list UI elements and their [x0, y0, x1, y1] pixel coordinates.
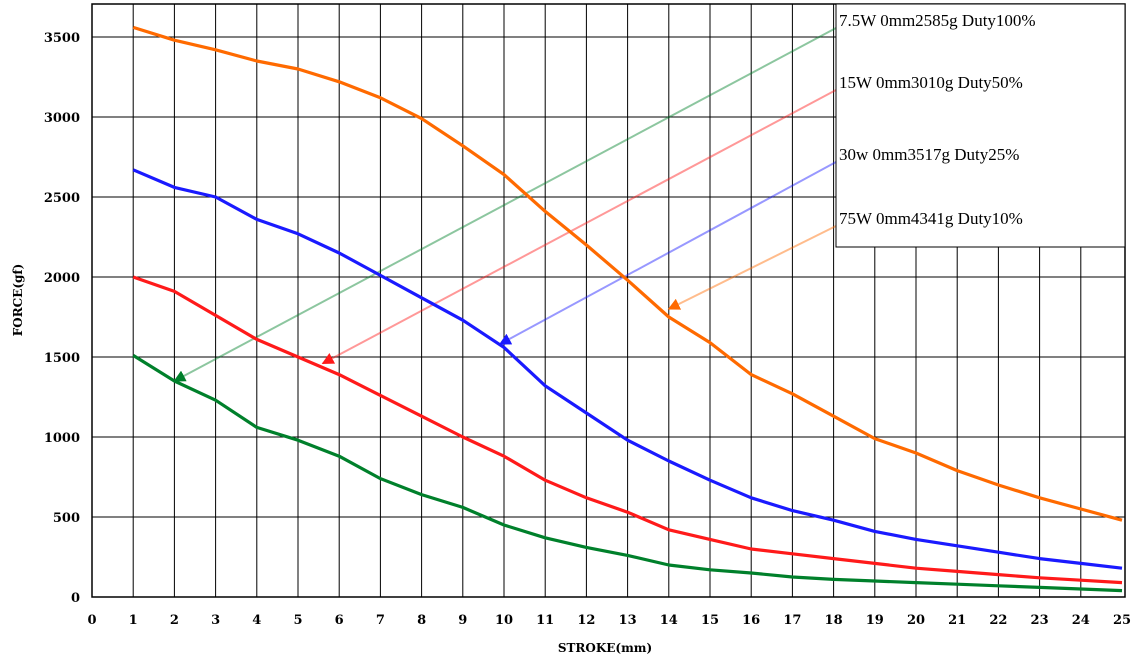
legend-label: 15W 0mm3010g Duty50% — [839, 73, 1023, 92]
x-tick-label: 7 — [376, 613, 385, 628]
legend-label: 30w 0mm3517g Duty25% — [839, 145, 1019, 164]
x-tick-label: 0 — [87, 613, 96, 628]
x-tick-label: 1 — [129, 613, 138, 628]
x-tick-label: 25 — [1113, 613, 1131, 628]
legend-arrow — [321, 89, 837, 365]
y-tick-label: 3000 — [44, 111, 80, 126]
y-axis-ticks: 0 500 1000 1500 2000 2500 3000 3500 — [44, 31, 80, 606]
data-lines — [132, 25, 1123, 593]
plot-frame — [91, 3, 1126, 598]
legend: 7.5W 0mm2585g Duty100% 15W 0mm3010g Duty5… — [835, 3, 1126, 248]
y-tick-label: 3500 — [44, 31, 80, 46]
legend-box — [835, 3, 1126, 248]
y-tick-label: 1500 — [44, 351, 80, 366]
x-tick-label: 5 — [293, 613, 302, 628]
series-line — [132, 354, 1123, 593]
x-tick-label: 14 — [660, 613, 678, 628]
x-tick-label: 8 — [417, 613, 426, 628]
x-axis-ticks: 0 1 2 3 4 5 6 7 8 9 10 11 12 13 14 15 16 17 18 19 20 21 22 23 24… — [87, 613, 1131, 628]
series-line — [132, 25, 1123, 522]
x-tick-label: 13 — [619, 613, 637, 628]
x-tick-label: 19 — [866, 613, 884, 628]
legend-arrows — [173, 27, 837, 382]
y-tick-label: 2500 — [44, 191, 80, 206]
x-tick-label: 20 — [907, 613, 925, 628]
x-tick-label: 18 — [825, 613, 843, 628]
x-tick-label: 12 — [577, 613, 595, 628]
legend-arrow — [173, 27, 837, 382]
legend-label: 7.5W 0mm2585g Duty100% — [839, 11, 1036, 30]
y-axis-title: FORCE(gf) — [11, 264, 25, 337]
y-tick-label: 500 — [53, 511, 80, 526]
series-line — [132, 275, 1123, 585]
series-line — [132, 168, 1123, 570]
x-tick-label: 2 — [170, 613, 179, 628]
y-tick-label: 0 — [71, 591, 80, 606]
x-tick-label: 10 — [495, 613, 513, 628]
x-axis-title: STROKE(mm) — [558, 641, 652, 655]
y-tick-label: 2000 — [44, 271, 80, 286]
y-tick-label: 1000 — [44, 431, 80, 446]
legend-arrow — [667, 225, 837, 310]
x-tick-label: 16 — [742, 613, 760, 628]
legend-label: 75W 0mm4341g Duty10% — [839, 209, 1023, 228]
x-tick-label: 23 — [1031, 613, 1049, 628]
x-tick-label: 11 — [536, 613, 554, 628]
x-tick-label: 15 — [701, 613, 719, 628]
x-tick-label: 9 — [458, 613, 467, 628]
x-tick-label: 3 — [211, 613, 220, 628]
x-tick-label: 17 — [783, 613, 801, 628]
x-tick-label: 6 — [335, 613, 344, 628]
legend-arrow — [498, 161, 837, 346]
x-tick-label: 24 — [1072, 613, 1090, 628]
x-tick-label: 21 — [948, 613, 966, 628]
x-tick-label: 4 — [252, 613, 261, 628]
x-tick-label: 22 — [989, 613, 1007, 628]
